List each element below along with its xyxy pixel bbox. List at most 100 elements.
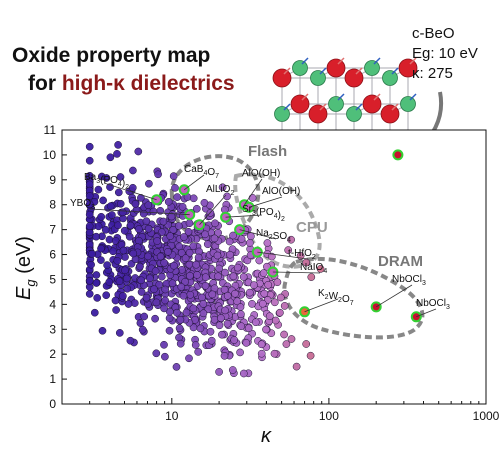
scatter-point [94,185,103,194]
scatter-points [85,141,325,378]
scatter-point [164,247,172,256]
annotation-label: YBO3 [70,198,95,211]
scatter-point [145,179,153,188]
scatter-point [175,242,184,251]
scatter-point [85,210,94,219]
scatter-point [246,239,254,247]
scatter-point [265,312,274,321]
scatter-point [244,324,253,333]
scatter-point [199,300,208,308]
scatter-point [257,349,266,358]
scatter-point [263,239,272,247]
scatter-point [270,349,279,358]
scatter-point [126,336,135,345]
scatter-point [144,224,153,233]
scatter-point [88,250,96,258]
scatter-point [131,200,140,208]
displacement-vector [337,57,345,65]
scatter-point [136,262,144,271]
scatter-point [179,291,188,300]
annotation-label: K2W2O7 [318,288,354,307]
scatter-point [220,351,229,360]
scatter-point [260,289,269,298]
beryllium-atom [346,106,362,122]
displacement-vector [283,103,291,111]
scatter-point [105,235,114,244]
annotation-leader [183,174,205,191]
scatter-point [186,271,194,280]
scatter-point [200,198,209,207]
scatter-point [114,221,122,230]
scatter-point [233,297,242,306]
scatter-point [307,273,316,281]
scatter-point [282,340,291,348]
oxygen-atom [398,58,418,78]
y-tick-label: 5 [49,272,56,286]
annotation-leader [304,298,339,313]
scatter-point [186,290,195,299]
scatter-point [157,272,166,281]
annotation-leader [248,196,283,208]
scatter-point [270,298,279,307]
scatter-point [159,217,168,226]
axis-ticks: 0 1 2 3 4 5 6 7 8 9 10 11 10 100 1000 [43,123,500,423]
annotation-label: NaIO4 [300,262,327,275]
scatter-point [118,208,127,217]
scatter-point [94,222,103,231]
scatter-point [113,256,122,265]
scatter-point [116,173,125,181]
scatter-point [228,366,237,374]
scatter-point [207,336,216,345]
scatter-point [142,293,151,302]
scatter-point [85,222,94,230]
scatter-point [211,219,219,228]
annotation-leader [244,178,263,205]
scatter-point [306,351,315,360]
scatter-point [106,153,115,162]
scatter-point [215,264,223,273]
scatter-point [161,352,169,361]
displacement-vector [319,67,327,75]
scatter-point [210,315,219,324]
scatter-point [144,252,152,261]
scatter-point [223,291,232,300]
scatter-point [184,227,193,236]
y-tick-label: 0 [49,397,56,411]
y-tick-label: 1 [49,372,56,386]
scatter-point [220,285,229,294]
scatter-point [264,280,273,289]
scatter-point [103,261,111,269]
scatter-point [115,329,124,337]
scatter-point [151,267,160,275]
scatter-point [206,327,215,336]
scatter-point [128,183,137,192]
scatter-point [237,310,245,319]
scatter-point [125,232,134,241]
annotation-label: AlO(OH) [242,168,280,179]
y-tick-label: 3 [49,322,56,336]
scatter-point [287,335,296,343]
scatter-point [196,324,205,333]
y-tick-label: 7 [49,223,56,237]
scatter-point [90,308,99,317]
scatter-point [250,281,258,289]
displacement-vector [319,103,327,111]
scatter-point [114,141,122,149]
x-tick-label: 10 [165,409,179,423]
scatter-point [129,166,137,175]
scatter-point [166,232,175,240]
oxygen-atom [380,104,400,124]
scatter-point [247,232,255,241]
scatter-point [236,303,245,311]
annotation-leader [239,229,277,240]
scatter-point [201,273,210,282]
y-tick-label: 10 [43,148,57,162]
annotation-leader [225,214,263,218]
scatter-point [201,281,210,290]
annotation-label: NbOCl3 [392,274,426,287]
scatter-point [181,254,190,263]
scatter-point [106,202,115,210]
scatter-point [161,296,169,305]
scatter-point [92,232,101,241]
scatter-point [151,314,159,323]
